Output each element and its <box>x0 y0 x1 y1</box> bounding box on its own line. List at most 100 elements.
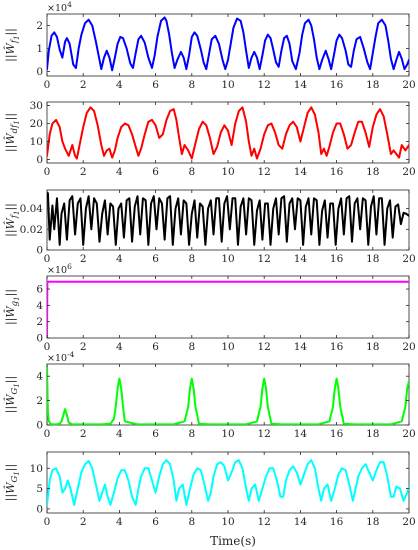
x-tick-label: 6 <box>152 516 159 528</box>
ylabel-5: ||ŴG1|| <box>3 376 21 413</box>
x-tick-label: 14 <box>294 428 308 440</box>
series-line-3-1 <box>47 192 409 246</box>
y-tick-label: 2 <box>36 20 43 32</box>
x-tick-label: 16 <box>330 166 344 178</box>
y-tick-label: 10 <box>30 463 43 475</box>
series-line-1-1 <box>47 16 409 72</box>
x-tick-label: 10 <box>221 428 234 440</box>
x-tick-label: 18 <box>366 166 379 178</box>
x-tick-label: 8 <box>188 79 195 91</box>
x-tick-label: 2 <box>80 166 87 178</box>
x-tick-label: 14 <box>294 341 308 353</box>
x-tick-label: 2 <box>80 341 87 353</box>
x-tick-label: 6 <box>152 341 159 353</box>
x-tick-label: 14 <box>294 79 308 91</box>
y-tick-label: 1 <box>36 43 43 55</box>
x-tick-label: 0 <box>44 79 51 91</box>
x-tick-label: 4 <box>116 516 123 528</box>
series-line-6-1 <box>47 459 409 506</box>
panel-6: 0 2 4 6 8 10 12 14 16 18 20 0 5 10 ||ŴG1|| <box>3 451 416 528</box>
x-tick-label: 18 <box>366 428 379 440</box>
ylabel-1: ||Ŵf1|| <box>3 28 21 62</box>
x-tick-label: 0 <box>44 428 51 440</box>
x-tick-label: 10 <box>221 166 234 178</box>
x-tick-label: 4 <box>116 79 123 91</box>
ylabel-2: ||Ŵdf1|| <box>3 113 21 152</box>
panel-2: 0 2 4 6 8 10 12 14 16 18 20 0 10 20 30 ||Ŵdf1|| <box>3 100 416 178</box>
x-tick-label: 16 <box>330 341 344 353</box>
x-tick-label: 14 <box>294 253 308 265</box>
panel-5: 0 2 4 6 8 10 12 14 16 18 20 0 2 4 ×10-4 ||ŴG1|| <box>3 350 416 440</box>
x-tick-label: 18 <box>366 341 379 353</box>
x-tick-label: 18 <box>366 516 379 528</box>
x-tick-label: 10 <box>221 341 234 353</box>
ylabel-4: ||Ŵg1|| <box>3 289 21 325</box>
x-axis-label: Time(s) <box>210 534 256 548</box>
x-tick-label: 14 <box>294 166 308 178</box>
y-tick-label: 2 <box>36 316 43 328</box>
x-tick-label: 20 <box>402 253 415 265</box>
x-tick-label: 16 <box>330 79 344 91</box>
x-tick-label: 10 <box>221 253 234 265</box>
panel-4: 0 2 4 6 8 10 12 14 16 18 20 0 2 4 6 ×106 ||Ŵg1|| <box>3 262 416 353</box>
x-tick-label: 20 <box>402 428 415 440</box>
x-tick-label: 12 <box>258 428 271 440</box>
x-tick-label: 10 <box>221 79 234 91</box>
y-tick-label: 0.02 <box>20 224 43 236</box>
x-tick-label: 16 <box>330 428 344 440</box>
y-tick-label: 0.04 <box>20 203 44 215</box>
x-tick-label: 8 <box>188 253 195 265</box>
x-tick-label: 0 <box>44 516 51 528</box>
x-tick-label: 6 <box>152 253 159 265</box>
x-tick-label: 2 <box>80 253 87 265</box>
x-tick-label: 8 <box>188 516 195 528</box>
y-tick-label: 4 <box>36 300 43 312</box>
y-tick-label: 0 <box>36 245 43 257</box>
ylabel-6: ||ŴG1|| <box>3 464 21 501</box>
y-tick-label: 30 <box>30 100 43 112</box>
series-line-4-1 <box>47 280 409 338</box>
x-tick-label: 12 <box>258 341 271 353</box>
y-tick-label: 0 <box>36 66 43 78</box>
panel-3: 0 2 4 6 8 10 12 14 16 18 20 0 0.02 0.04||Ŵf1|| <box>3 189 416 265</box>
x-tick-label: 6 <box>152 166 159 178</box>
x-tick-label: 0 <box>44 166 51 178</box>
series-line-2-1 <box>47 106 409 160</box>
x-tick-label: 4 <box>116 341 123 353</box>
x-tick-label: 12 <box>258 79 271 91</box>
x-tick-label: 8 <box>188 341 195 353</box>
x-tick-label: 0 <box>44 253 51 265</box>
x-tick-label: 0 <box>44 341 51 353</box>
x-tick-label: 4 <box>116 166 123 178</box>
x-tick-label: 20 <box>402 79 415 91</box>
x-tick-label: 12 <box>258 253 271 265</box>
y-tick-label: 0 <box>36 420 43 432</box>
x-tick-label: 10 <box>221 516 234 528</box>
axis-exponent-5: ×10-4 <box>47 350 75 364</box>
ylabel-3: ||Ŵf1|| <box>3 203 21 237</box>
y-tick-label: 0 <box>36 154 43 166</box>
y-tick-label: 20 <box>30 118 43 130</box>
x-tick-label: 16 <box>330 516 344 528</box>
x-tick-label: 20 <box>402 166 415 178</box>
y-tick-label: 2 <box>36 395 43 407</box>
x-tick-label: 2 <box>80 79 87 91</box>
y-tick-label: 4 <box>36 371 43 383</box>
x-tick-label: 2 <box>80 516 87 528</box>
y-tick-label: 5 <box>36 483 43 495</box>
x-tick-label: 12 <box>258 516 271 528</box>
x-tick-label: 12 <box>258 166 271 178</box>
axis-exponent-4: ×106 <box>47 262 72 276</box>
axis-exponent-1: ×104 <box>47 0 72 14</box>
y-tick-label: 10 <box>30 136 43 148</box>
x-tick-label: 18 <box>366 253 379 265</box>
x-tick-label: 20 <box>402 341 415 353</box>
x-tick-label: 4 <box>116 253 123 265</box>
series-line-5-1 <box>47 365 409 425</box>
x-tick-label: 4 <box>116 428 123 440</box>
x-tick-label: 8 <box>188 166 195 178</box>
x-tick-label: 16 <box>330 253 344 265</box>
